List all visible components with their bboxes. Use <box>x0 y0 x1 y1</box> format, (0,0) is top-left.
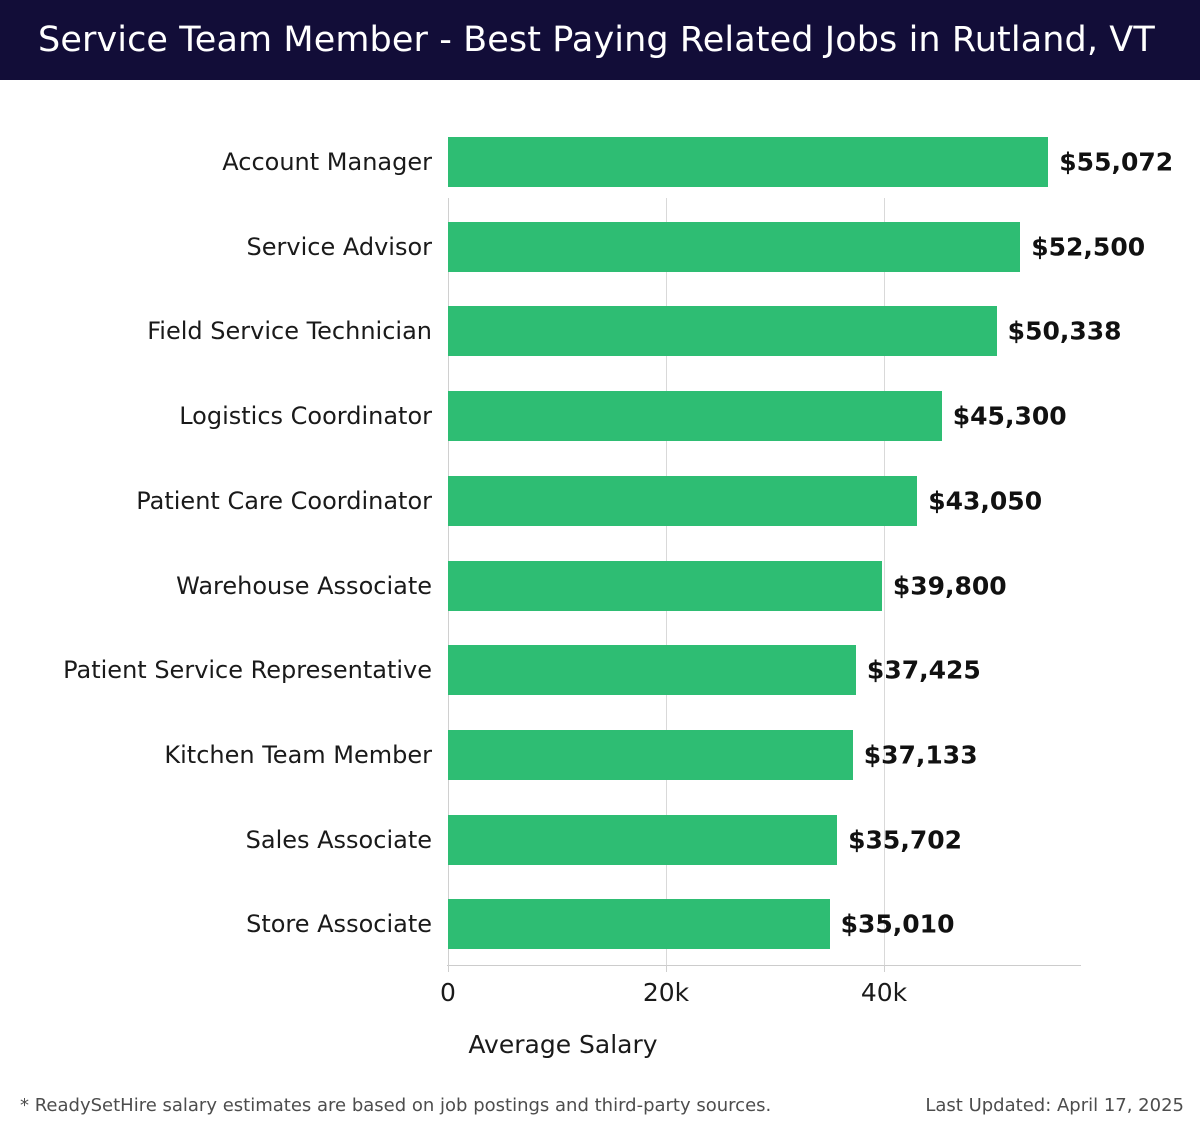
bar-category-label: Patient Care Coordinator <box>136 486 432 515</box>
bar-category-label: Patient Service Representative <box>63 656 432 685</box>
x-tick-label: 0 <box>440 978 456 1007</box>
tick-mark-0 <box>448 965 449 972</box>
bar-value-label: $37,425 <box>866 655 981 685</box>
bar-value-label: $45,300 <box>952 401 1067 431</box>
footer-disclaimer: * ReadySetHire salary estimates are base… <box>20 1095 772 1116</box>
bar[interactable] <box>448 391 942 442</box>
bar[interactable] <box>448 221 1021 272</box>
bar-value-label: $43,050 <box>928 486 1043 516</box>
bar-value-label: $35,010 <box>840 909 955 939</box>
bar-value-label: $50,338 <box>1007 316 1122 346</box>
footer-last-updated: Last Updated: April 17, 2025 <box>925 1095 1184 1116</box>
bar-value-label: $55,072 <box>1059 147 1174 177</box>
bar-value-label: $35,702 <box>848 825 963 855</box>
bar-value-label: $37,133 <box>863 740 978 770</box>
page-title: Service Team Member - Best Paying Relate… <box>38 20 1155 60</box>
bar-category-label: Field Service Technician <box>147 317 432 346</box>
x-axis-line <box>447 965 1081 966</box>
bar-row[interactable]: Field Service Technician $50,338 <box>0 306 1200 357</box>
bar[interactable] <box>448 814 838 865</box>
bar-row[interactable]: Account Manager $55,072 <box>0 137 1200 187</box>
bar-row[interactable]: Store Associate $35,010 <box>0 899 1200 950</box>
bar-row[interactable]: Patient Service Representative $37,425 <box>0 645 1200 696</box>
x-axis-title: Average Salary <box>0 1030 1200 1059</box>
x-axis-title-label: Average Salary <box>468 1030 658 1059</box>
footer-bar: * ReadySetHire salary estimates are base… <box>0 1085 1200 1140</box>
bar-category-label: Kitchen Team Member <box>164 740 432 769</box>
plot-area: 0 20k 40k Account Manager $55,072 Service Ad… <box>0 80 1200 1065</box>
bar-value-label: $52,500 <box>1031 232 1146 262</box>
bar-category-label: Logistics Coordinator <box>179 402 432 431</box>
bar[interactable] <box>448 560 882 611</box>
bar-category-label: Service Advisor <box>246 232 432 261</box>
bar-row[interactable]: Service Advisor $52,500 <box>0 221 1200 272</box>
bar-row[interactable]: Patient Care Coordinator $43,050 <box>0 475 1200 526</box>
bar-category-label: Store Associate <box>246 910 432 939</box>
bar-category-label: Warehouse Associate <box>176 571 432 600</box>
bar-row[interactable]: Kitchen Team Member $37,133 <box>0 729 1200 780</box>
bar[interactable] <box>448 475 918 526</box>
bar-row[interactable]: Logistics Coordinator $45,300 <box>0 391 1200 442</box>
bar[interactable] <box>448 645 856 696</box>
bar-category-label: Sales Associate <box>245 825 432 854</box>
bar[interactable] <box>448 137 1049 187</box>
bar-value-label: $39,800 <box>892 571 1007 600</box>
bar-row[interactable]: Sales Associate $35,702 <box>0 814 1200 865</box>
bar[interactable] <box>448 306 997 357</box>
gridline-40k <box>884 198 885 965</box>
tick-mark-20k <box>666 965 667 972</box>
bar-row[interactable]: Warehouse Associate $39,800 <box>0 560 1200 611</box>
x-tick-label: 20k <box>642 978 690 1007</box>
header-bar: Service Team Member - Best Paying Relate… <box>0 0 1200 80</box>
tick-mark-40k <box>884 965 885 972</box>
x-tick-label: 40k <box>860 978 908 1007</box>
bar-category-label: Account Manager <box>222 148 432 176</box>
bar[interactable] <box>448 729 853 780</box>
bar[interactable] <box>448 899 830 950</box>
